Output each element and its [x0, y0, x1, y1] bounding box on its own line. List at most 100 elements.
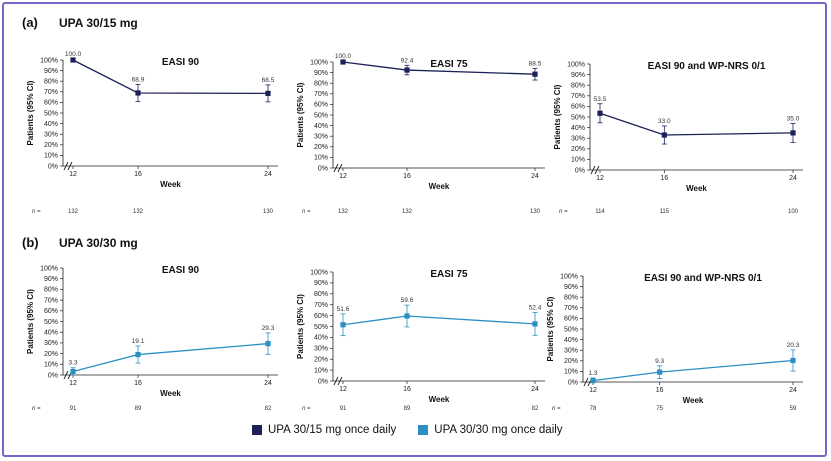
- chart-title: EASI 90: [162, 265, 200, 276]
- n-value: 89: [135, 406, 142, 412]
- x-axis-label: Week: [686, 184, 707, 193]
- data-label: 52.4: [529, 304, 542, 311]
- x-axis-label: Week: [429, 182, 450, 191]
- y-tick-label: 40%: [44, 330, 58, 337]
- y-axis-label: Patients (95% CI): [296, 294, 305, 359]
- n-value: 132: [68, 209, 79, 215]
- n-value: 114: [595, 209, 605, 215]
- data-label: 19.1: [132, 338, 145, 345]
- x-tick-label: 12: [69, 171, 77, 178]
- data-point-marker: [135, 90, 141, 96]
- y-tick-label: 20%: [314, 144, 328, 151]
- axis-break-mark: [337, 163, 343, 173]
- n-value: 91: [340, 406, 347, 412]
- y-tick-label: 80%: [571, 83, 585, 90]
- y-tick-label: 40%: [314, 123, 328, 130]
- n-value: 89: [404, 406, 411, 412]
- chart-title: EASI 75: [430, 59, 468, 70]
- series-line: [72, 343, 269, 373]
- y-tick-label: 0%: [48, 163, 58, 170]
- x-tick-label: 12: [589, 387, 597, 394]
- y-tick-label: 70%: [571, 93, 585, 100]
- data-label: 68.5: [262, 77, 275, 84]
- n-value: 132: [338, 209, 349, 215]
- x-tick-label: 24: [789, 175, 797, 182]
- y-axis-label: Patients (95% CI): [546, 296, 555, 361]
- legend-swatch-upa-30-15: [252, 425, 262, 435]
- legend-item-upa-30-30: UPA 30/30 mg once daily: [418, 424, 563, 436]
- x-axis-label: Week: [160, 180, 181, 189]
- chart-title: EASI 75: [430, 269, 468, 280]
- y-tick-label: 90%: [564, 284, 578, 291]
- data-label: 59.6: [401, 297, 414, 304]
- axis-break-mark: [590, 165, 596, 175]
- y-tick-label: 100%: [40, 57, 58, 64]
- y-tick-label: 90%: [571, 72, 585, 79]
- y-tick-label: 60%: [314, 313, 328, 320]
- data-point-marker: [532, 71, 538, 77]
- axis-break-mark: [333, 163, 339, 173]
- y-tick-label: 50%: [44, 110, 58, 117]
- y-tick-label: 60%: [571, 104, 585, 111]
- x-axis-label: Week: [160, 389, 181, 398]
- y-tick-label: 0%: [318, 378, 328, 385]
- chart-1: EASI 90 0% 10% 20% 30% 40% 50% 60% 70% 80% 90% 100%…: [26, 51, 278, 215]
- x-tick-label: 12: [339, 173, 347, 180]
- chart-title: EASI 90 and WP-NRS 0/1: [644, 273, 762, 284]
- y-tick-label: 10%: [564, 369, 578, 376]
- y-tick-label: 0%: [575, 167, 585, 174]
- x-tick-label: 12: [69, 380, 77, 387]
- figure-frame: [2, 2, 827, 457]
- y-tick-label: 80%: [314, 81, 328, 88]
- data-label: 3.3: [68, 360, 77, 367]
- chart-6: EASI 90 and WP-NRS 0/1 0% 10% 20% 30% 40% 50% 6…: [546, 273, 803, 412]
- y-tick-label: 20%: [314, 357, 328, 364]
- y-axis-label: Patients (95% CI): [26, 80, 35, 145]
- legend: UPA 30/15 mg once daily UPA 30/30 mg onc…: [252, 424, 563, 436]
- y-tick-label: 40%: [314, 335, 328, 342]
- axis-break-mark: [63, 370, 69, 380]
- axis-break-mark: [583, 377, 589, 387]
- data-point-marker: [265, 341, 271, 347]
- n-label: n =: [552, 406, 561, 412]
- x-tick-label: 16: [403, 386, 411, 393]
- y-axis-label: Patients (95% CI): [296, 82, 305, 147]
- y-tick-label: 80%: [564, 295, 578, 302]
- y-tick-label: 50%: [314, 324, 328, 331]
- x-tick-label: 24: [531, 173, 539, 180]
- n-label: n =: [32, 406, 41, 412]
- data-label: 35.0: [787, 115, 800, 122]
- axis-break-mark: [337, 376, 343, 386]
- data-label: 29.3: [262, 325, 275, 332]
- data-label: 88.5: [529, 60, 542, 67]
- y-tick-label: 30%: [44, 132, 58, 139]
- panel-a-title: UPA 30/15 mg: [59, 16, 138, 30]
- y-tick-label: 20%: [44, 351, 58, 358]
- x-tick-label: 24: [264, 380, 272, 387]
- y-tick-label: 100%: [560, 273, 578, 280]
- y-tick-label: 10%: [571, 157, 585, 164]
- legend-label-upa-30-30: UPA 30/30 mg once daily: [434, 424, 563, 436]
- n-value: 78: [590, 406, 597, 412]
- data-label: 92.4: [401, 57, 414, 64]
- n-value: 59: [790, 406, 797, 412]
- series-line: [599, 112, 794, 136]
- y-tick-label: 30%: [564, 348, 578, 355]
- chart-title: EASI 90: [162, 57, 200, 68]
- n-label: n =: [302, 209, 311, 215]
- data-point-marker: [532, 321, 538, 327]
- y-axis-label: Patients (95% CI): [26, 289, 35, 354]
- chart-title: EASI 90 and WP-NRS 0/1: [648, 61, 766, 72]
- n-value: 82: [532, 406, 539, 412]
- x-tick-label: 16: [403, 173, 411, 180]
- y-tick-label: 80%: [314, 291, 328, 298]
- data-label: 100.0: [335, 53, 352, 60]
- y-tick-label: 100%: [40, 265, 58, 272]
- y-tick-label: 60%: [44, 308, 58, 315]
- y-tick-label: 30%: [44, 340, 58, 347]
- n-label: n =: [559, 209, 568, 215]
- y-tick-label: 10%: [44, 362, 58, 369]
- y-tick-label: 70%: [314, 302, 328, 309]
- y-tick-label: 0%: [318, 165, 328, 172]
